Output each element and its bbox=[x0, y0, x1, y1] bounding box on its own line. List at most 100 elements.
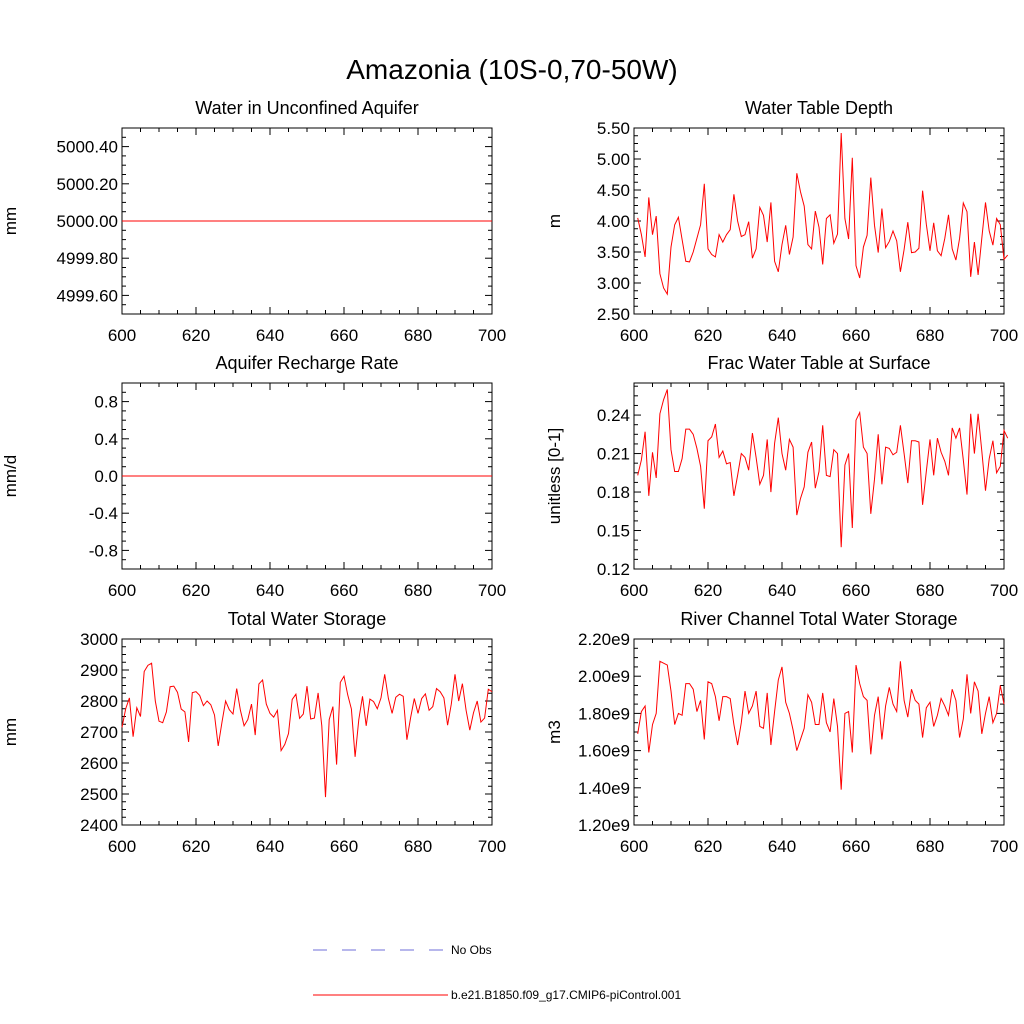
x-tick-label: 600 bbox=[108, 581, 136, 600]
x-tick-label: 680 bbox=[404, 326, 432, 345]
legend-label-no-obs: No Obs bbox=[451, 943, 492, 957]
y-tick-label: 3000 bbox=[80, 630, 118, 649]
figure-title: Amazonia (10S-0,70-50W) bbox=[346, 54, 677, 85]
series-line-water-table-depth bbox=[637, 132, 1009, 296]
y-tick-label: 0.18 bbox=[597, 483, 630, 502]
panel-total-water-storage: Total Water Storage 600 620 640 660 680 700 240… bbox=[1, 609, 506, 856]
series-line-frac-water-table bbox=[637, 389, 1009, 548]
y-axis-label: m bbox=[545, 214, 564, 228]
x-tick-label: 680 bbox=[916, 581, 944, 600]
panel-water-table-depth: Water Table Depth 600 620 640 660 680 700 2.50 3… bbox=[545, 98, 1018, 345]
y-axis-label: mm bbox=[1, 718, 20, 746]
x-tick-label: 640 bbox=[768, 837, 796, 856]
x-tick-label: 620 bbox=[694, 837, 722, 856]
y-tick-label: 5.00 bbox=[597, 150, 630, 169]
x-tick-label: 620 bbox=[694, 581, 722, 600]
x-tick-label: 660 bbox=[842, 581, 870, 600]
y-axis-label: mm bbox=[1, 207, 20, 235]
x-tick-label: 700 bbox=[990, 581, 1018, 600]
series-line-river-channel-storage bbox=[637, 660, 1005, 790]
x-tick-label: 700 bbox=[478, 837, 506, 856]
y-tick-label: 0.15 bbox=[597, 522, 630, 541]
y-tick-label: 2.20e9 bbox=[578, 630, 630, 649]
y-axis-label: mm/d bbox=[1, 455, 20, 498]
x-tick-label: 620 bbox=[182, 326, 210, 345]
panel-title: Frac Water Table at Surface bbox=[707, 353, 930, 373]
panel-title: Water in Unconfined Aquifer bbox=[195, 98, 418, 118]
panel-title: Total Water Storage bbox=[228, 609, 386, 629]
y-tick-label: 2600 bbox=[80, 754, 118, 773]
legend-label-model: b.e21.B1850.f09_g17.CMIP6-piControl.001 bbox=[451, 988, 681, 1002]
y-axis-label: m3 bbox=[545, 720, 564, 744]
y-tick-label: 2500 bbox=[80, 785, 118, 804]
x-tick-label: 680 bbox=[916, 326, 944, 345]
panel-aquifer-water: Water in Unconfined Aquifer 600 620 640 660 6… bbox=[1, 98, 506, 345]
y-tick-label: 4.00 bbox=[597, 212, 630, 231]
x-tick-label: 700 bbox=[990, 837, 1018, 856]
x-tick-label: 640 bbox=[768, 326, 796, 345]
x-tick-label: 660 bbox=[330, 326, 358, 345]
y-tick-label: 1.20e9 bbox=[578, 816, 630, 835]
x-tick-label: 600 bbox=[108, 326, 136, 345]
x-tick-label: 680 bbox=[404, 581, 432, 600]
y-tick-label: 0.12 bbox=[597, 560, 630, 579]
plot-frame bbox=[633, 638, 1005, 826]
y-tick-label: 4999.60 bbox=[57, 286, 118, 305]
x-tick-label: 600 bbox=[620, 326, 648, 345]
y-tick-label: 0.8 bbox=[94, 393, 118, 412]
y-tick-label: 1.60e9 bbox=[578, 742, 630, 761]
y-tick-label: -0.8 bbox=[89, 541, 118, 560]
y-tick-label: 2700 bbox=[80, 723, 118, 742]
x-tick-label: 680 bbox=[916, 837, 944, 856]
x-tick-label: 660 bbox=[842, 326, 870, 345]
y-tick-label: 0.24 bbox=[597, 406, 630, 425]
panel-title: Aquifer Recharge Rate bbox=[215, 353, 398, 373]
panel-river-channel-storage: River Channel Total Water Storage 600 620 6… bbox=[545, 609, 1018, 856]
plot-frame bbox=[633, 382, 1005, 570]
x-tick-label: 700 bbox=[478, 326, 506, 345]
y-tick-label: 2.50 bbox=[597, 305, 630, 324]
x-tick-label: 620 bbox=[182, 837, 210, 856]
x-tick-label: 600 bbox=[108, 837, 136, 856]
x-tick-label: 620 bbox=[694, 326, 722, 345]
panel-title: Water Table Depth bbox=[745, 98, 893, 118]
y-tick-label: 0.21 bbox=[597, 445, 630, 464]
panels-group: Water in Unconfined Aquifer 600 620 640 660 6… bbox=[1, 98, 1018, 856]
y-tick-label: 4999.80 bbox=[57, 249, 118, 268]
y-tick-label: 5.50 bbox=[597, 119, 630, 138]
x-tick-label: 700 bbox=[990, 326, 1018, 345]
plot-frame bbox=[633, 127, 1005, 315]
panel-title: River Channel Total Water Storage bbox=[680, 609, 957, 629]
y-tick-label: 2800 bbox=[80, 692, 118, 711]
x-tick-label: 600 bbox=[620, 581, 648, 600]
y-tick-label: 5000.40 bbox=[57, 138, 118, 157]
x-tick-label: 660 bbox=[842, 837, 870, 856]
panel-frac-water-table: Frac Water Table at Surface 600 620 640 660 6… bbox=[545, 353, 1018, 600]
x-tick-label: 660 bbox=[330, 581, 358, 600]
y-tick-label: 1.40e9 bbox=[578, 779, 630, 798]
panel-recharge-rate: Aquifer Recharge Rate 600 620 640 660 680 700 -… bbox=[1, 353, 506, 600]
x-tick-label: 600 bbox=[620, 837, 648, 856]
x-tick-label: 700 bbox=[478, 581, 506, 600]
y-tick-label: 0.4 bbox=[94, 430, 118, 449]
x-tick-label: 680 bbox=[404, 837, 432, 856]
x-tick-label: 620 bbox=[182, 581, 210, 600]
y-tick-label: 1.80e9 bbox=[578, 704, 630, 723]
y-axis-label: unitless [0-1] bbox=[545, 428, 564, 524]
x-tick-label: 660 bbox=[330, 837, 358, 856]
y-tick-label: 2.00e9 bbox=[578, 667, 630, 686]
x-tick-label: 640 bbox=[768, 581, 796, 600]
y-tick-label: 5000.20 bbox=[57, 175, 118, 194]
y-tick-label: 5000.00 bbox=[57, 212, 118, 231]
y-tick-label: 4.50 bbox=[597, 181, 630, 200]
y-tick-label: 0.0 bbox=[94, 467, 118, 486]
x-tick-label: 640 bbox=[256, 837, 284, 856]
y-tick-label: 3.00 bbox=[597, 274, 630, 293]
y-tick-label: -0.4 bbox=[89, 504, 118, 523]
legend: No Obs b.e21.B1850.f09_g17.CMIP6-piContr… bbox=[313, 943, 681, 1002]
y-tick-label: 2900 bbox=[80, 661, 118, 680]
plot-frame bbox=[121, 638, 493, 826]
x-tick-label: 640 bbox=[256, 581, 284, 600]
x-tick-label: 640 bbox=[256, 326, 284, 345]
